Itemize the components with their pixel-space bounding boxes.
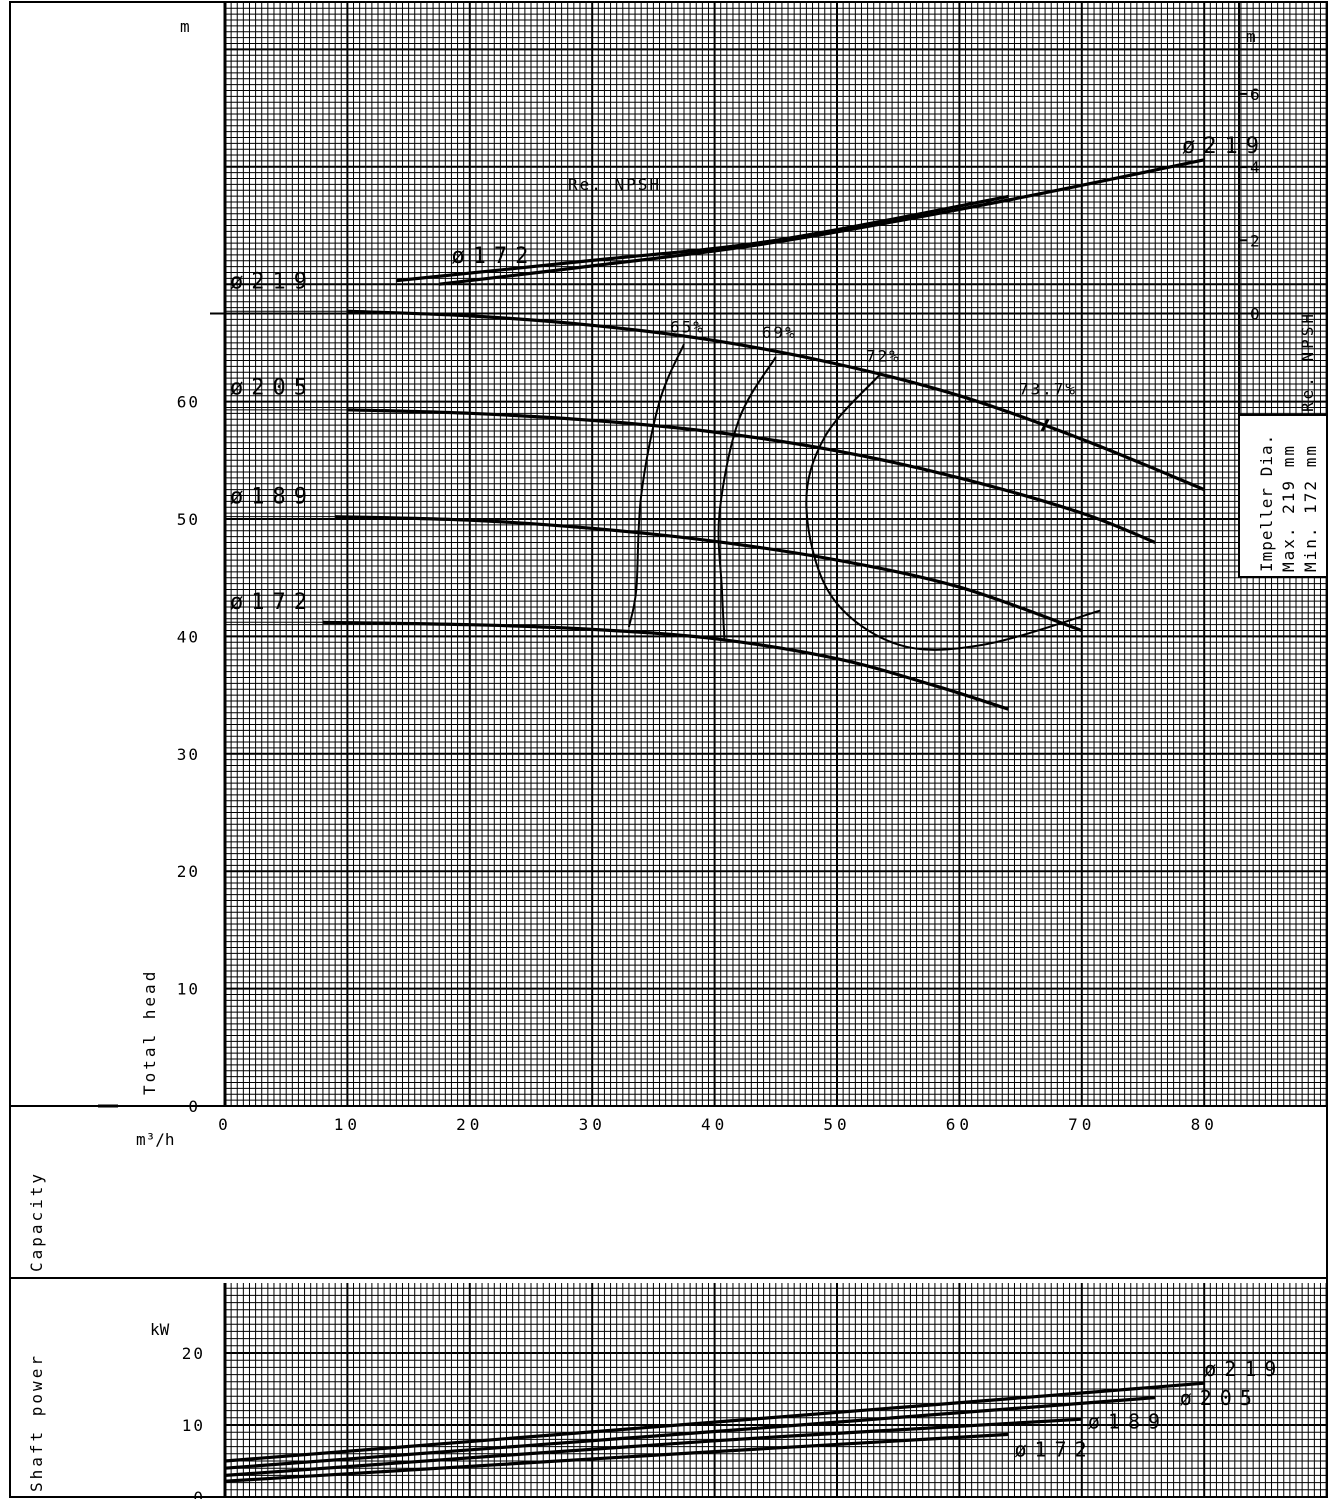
capacity-tick-label: 10 bbox=[334, 1115, 361, 1134]
diameter-label: ø172 bbox=[451, 244, 536, 269]
efficiency-curve bbox=[717, 356, 777, 639]
efficiency-label: 65% bbox=[670, 317, 705, 336]
power-unit-label: kW bbox=[150, 1320, 170, 1339]
head-tick-label: 10 bbox=[177, 980, 200, 999]
efficiency-curve bbox=[805, 373, 1101, 651]
npsh-tick-label: 6 bbox=[1250, 85, 1260, 104]
power-curve bbox=[224, 1396, 1156, 1470]
head-tick-label: 0 bbox=[188, 1097, 200, 1116]
power-curve bbox=[224, 1417, 1082, 1477]
diameter-label: ø189 bbox=[1088, 1410, 1168, 1434]
diameter-label: ø219 bbox=[230, 270, 315, 295]
head-tick-label: 40 bbox=[177, 627, 200, 646]
head-curve bbox=[347, 309, 1205, 492]
power-tick-label: 10 bbox=[182, 1416, 205, 1435]
diameter-label: ø189 bbox=[230, 485, 315, 510]
npsh-curve bbox=[396, 194, 1009, 283]
head-curve bbox=[335, 515, 1083, 633]
npsh-tick-label: 4 bbox=[1250, 158, 1260, 177]
efficiency-label: 69% bbox=[762, 323, 797, 342]
npsh-curve-title: Re. NPSH bbox=[568, 175, 661, 194]
capacity-unit-label: m³/h bbox=[136, 1130, 175, 1149]
power-axis-title: Shaft power bbox=[27, 1353, 46, 1492]
capacity-axis-title: Capacity bbox=[27, 1171, 46, 1272]
power-curve bbox=[224, 1381, 1205, 1463]
npsh-tick-label: 2 bbox=[1250, 231, 1260, 250]
efficiency-label: 73.7% bbox=[1019, 380, 1077, 399]
head-tick-label: 20 bbox=[177, 862, 200, 881]
head-tick-label: 50 bbox=[177, 510, 200, 529]
capacity-tick-label: 0 bbox=[218, 1115, 232, 1134]
capacity-tick-label: 80 bbox=[1191, 1115, 1218, 1134]
power-curve bbox=[224, 1432, 1009, 1483]
impeller-box-max: Max. 219 mm bbox=[1279, 444, 1298, 572]
head-tick-label: 30 bbox=[177, 745, 200, 764]
diameter-label: ø219 bbox=[1204, 1357, 1284, 1381]
curves bbox=[224, 158, 1205, 1483]
head-unit-label: m bbox=[180, 17, 190, 36]
head-grid bbox=[210, 1, 1328, 1107]
head-curve bbox=[322, 620, 1009, 711]
best-efficiency-marker bbox=[1040, 418, 1050, 432]
capacity-tick-label: 60 bbox=[946, 1115, 973, 1134]
efficiency-label: 72% bbox=[866, 347, 901, 366]
capacity-tick-label: 30 bbox=[579, 1115, 606, 1134]
diameter-label: ø205 bbox=[1180, 1386, 1260, 1410]
diameter-label: ø172 bbox=[230, 590, 315, 615]
efficiency-curve bbox=[627, 343, 685, 628]
npsh-tick-label: 0 bbox=[1250, 305, 1260, 324]
diameter-label: ø205 bbox=[230, 375, 315, 400]
capacity-tick-label: 20 bbox=[456, 1115, 483, 1134]
head-axis-title: Total head bbox=[140, 969, 159, 1095]
capacity-tick-label: 40 bbox=[701, 1115, 728, 1134]
power-tick-label: 0 bbox=[193, 1488, 205, 1499]
npsh-unit-label: m bbox=[1246, 27, 1256, 46]
capacity-tick-label: 50 bbox=[823, 1115, 850, 1134]
outer-frame bbox=[9, 1, 1328, 1498]
capacity-tick-label: 70 bbox=[1068, 1115, 1095, 1134]
power-tick-label: 20 bbox=[182, 1344, 205, 1363]
npsh-curve bbox=[439, 158, 1205, 286]
head-curve bbox=[347, 408, 1156, 544]
power-grid bbox=[223, 1283, 1328, 1498]
impeller-box-min: Min. 172 mm bbox=[1301, 444, 1320, 572]
diameter-label: ø172 bbox=[1014, 1438, 1094, 1462]
npsh-axis-title: Re. NPSH bbox=[1298, 311, 1317, 412]
head-tick-label: 60 bbox=[177, 393, 200, 412]
diameter-label: ø219 bbox=[1182, 134, 1267, 159]
impeller-info-box bbox=[1238, 414, 1328, 578]
impeller-box-title: Impeller Dia. bbox=[1257, 434, 1276, 572]
